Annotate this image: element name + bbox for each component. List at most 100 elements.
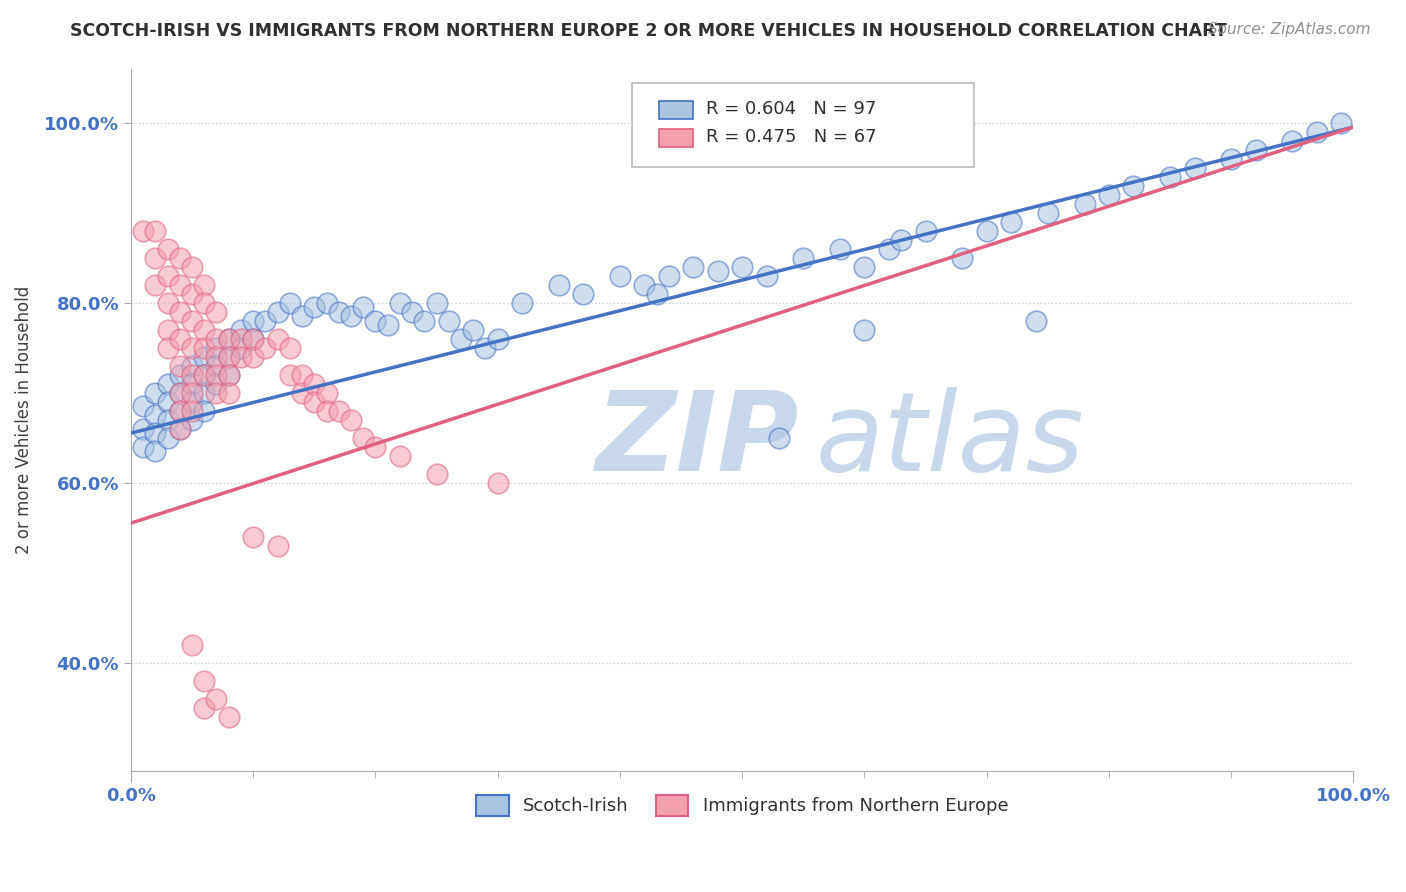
Point xyxy=(156,295,179,310)
FancyBboxPatch shape xyxy=(659,129,693,147)
Point xyxy=(304,394,326,409)
Point xyxy=(1036,205,1059,219)
Point xyxy=(169,251,191,265)
Point xyxy=(1122,178,1144,193)
Point xyxy=(145,385,167,400)
Point xyxy=(1220,152,1243,166)
Point xyxy=(156,412,179,426)
Point xyxy=(229,322,252,336)
Point xyxy=(572,286,595,301)
Point xyxy=(169,422,191,436)
Point xyxy=(1184,161,1206,175)
Point xyxy=(315,385,337,400)
Point xyxy=(181,394,204,409)
Point xyxy=(205,368,228,382)
Point xyxy=(242,530,264,544)
Point xyxy=(181,359,204,373)
Point xyxy=(156,242,179,256)
Point xyxy=(218,350,240,364)
Point xyxy=(328,304,350,318)
Point xyxy=(364,313,387,327)
Text: SCOTCH-IRISH VS IMMIGRANTS FROM NORTHERN EUROPE 2 OR MORE VEHICLES IN HOUSEHOLD : SCOTCH-IRISH VS IMMIGRANTS FROM NORTHERN… xyxy=(70,22,1227,40)
Point xyxy=(229,341,252,355)
Point xyxy=(181,341,204,355)
Point xyxy=(291,309,314,323)
Point xyxy=(205,691,228,706)
Point xyxy=(853,322,876,336)
Point xyxy=(340,412,363,426)
Point xyxy=(193,673,215,688)
Point xyxy=(950,251,973,265)
Point xyxy=(205,341,228,355)
Point xyxy=(169,277,191,292)
Point xyxy=(278,341,301,355)
Point xyxy=(193,295,215,310)
Text: Source: ZipAtlas.com: Source: ZipAtlas.com xyxy=(1208,22,1371,37)
Point xyxy=(132,440,155,454)
Point xyxy=(145,408,167,422)
Point xyxy=(486,332,509,346)
Point xyxy=(169,403,191,417)
Point xyxy=(853,260,876,274)
Point xyxy=(132,223,155,237)
Point xyxy=(218,368,240,382)
Point xyxy=(181,368,204,382)
Point xyxy=(205,304,228,318)
Point xyxy=(181,313,204,327)
Point xyxy=(425,467,447,481)
Point xyxy=(145,426,167,441)
Point xyxy=(169,304,191,318)
Legend: Scotch-Irish, Immigrants from Northern Europe: Scotch-Irish, Immigrants from Northern E… xyxy=(467,786,1018,825)
Point xyxy=(731,260,754,274)
Point xyxy=(315,295,337,310)
Point xyxy=(266,332,288,346)
Point xyxy=(229,332,252,346)
Point xyxy=(328,403,350,417)
Point xyxy=(1073,196,1095,211)
Point xyxy=(181,376,204,391)
Point xyxy=(633,277,655,292)
Point xyxy=(193,700,215,714)
Point xyxy=(181,403,204,417)
Point xyxy=(181,286,204,301)
Point xyxy=(145,277,167,292)
Point xyxy=(304,376,326,391)
Point xyxy=(1025,313,1047,327)
Point xyxy=(132,422,155,436)
Point xyxy=(205,385,228,400)
Point xyxy=(169,332,191,346)
Point xyxy=(193,341,215,355)
Point xyxy=(242,332,264,346)
Point xyxy=(218,332,240,346)
Point xyxy=(266,304,288,318)
FancyBboxPatch shape xyxy=(659,101,693,119)
Point xyxy=(304,300,326,314)
Point xyxy=(193,277,215,292)
Point xyxy=(291,368,314,382)
Point xyxy=(181,260,204,274)
Point xyxy=(205,350,228,364)
Point xyxy=(828,242,851,256)
Point xyxy=(278,368,301,382)
Point xyxy=(486,475,509,490)
Point xyxy=(181,638,204,652)
Point xyxy=(976,223,998,237)
Point xyxy=(315,403,337,417)
Point xyxy=(352,300,374,314)
Text: ZIP: ZIP xyxy=(596,387,799,494)
Point xyxy=(193,322,215,336)
Point xyxy=(547,277,569,292)
Point xyxy=(254,341,277,355)
Point xyxy=(145,223,167,237)
Point xyxy=(352,431,374,445)
Point xyxy=(914,223,936,237)
Point xyxy=(1000,214,1022,228)
Point xyxy=(463,322,485,336)
Point xyxy=(1330,115,1353,129)
Point xyxy=(364,440,387,454)
Point xyxy=(132,399,155,413)
Point xyxy=(218,709,240,723)
Point xyxy=(1244,143,1267,157)
Point xyxy=(156,268,179,283)
Point xyxy=(474,341,496,355)
